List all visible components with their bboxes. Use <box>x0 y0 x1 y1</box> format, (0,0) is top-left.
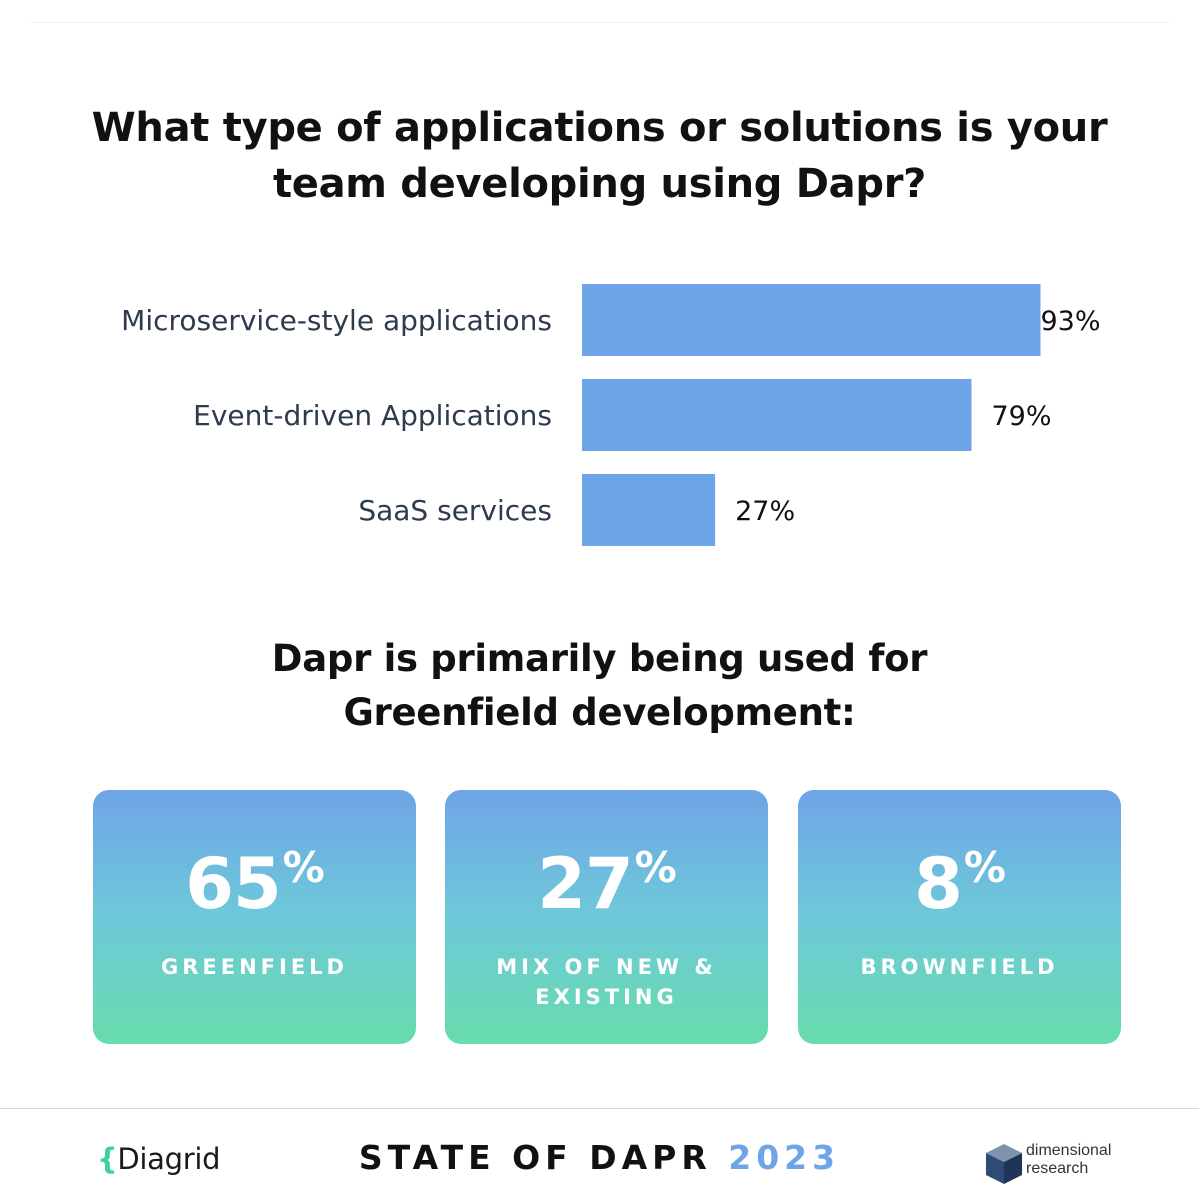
bar <box>582 474 716 546</box>
category-label: Microservice-style applications <box>121 304 552 337</box>
dr-line2: research <box>1026 1160 1089 1177</box>
stat-card-mix: 27% MIX OF NEW & EXISTING <box>445 790 768 1044</box>
footer-divider <box>0 1108 1199 1109</box>
stat-label: GREENFIELD <box>161 955 348 979</box>
chart-title-line2: team developing using Dapr? <box>272 161 927 207</box>
value-label: 79% <box>991 401 1051 432</box>
bar-chart: Microservice-style applications 93% Event-… <box>121 284 1101 546</box>
stat-value: 27% <box>445 842 768 936</box>
usage-heading-line1: Dapr is primarily being used for <box>271 637 928 680</box>
stat-value: 65% <box>93 842 416 936</box>
usage-heading-line2: Greenfield development: <box>343 691 856 734</box>
stat-percent-sign: % <box>282 843 325 892</box>
stat-value: 8% <box>798 842 1121 936</box>
dr-line1: dimensional <box>1026 1142 1112 1159</box>
stat-percent-sign: % <box>634 843 677 892</box>
dimensional-research-text: dimensional research <box>1026 1142 1111 1178</box>
stat-percent-sign: % <box>963 843 1006 892</box>
stat-number: 8 <box>914 843 963 925</box>
usage-heading: Dapr is primarily being used for Greenfi… <box>0 632 1199 740</box>
top-divider <box>30 22 1170 23</box>
value-label: 27% <box>735 496 795 527</box>
stat-number: 27 <box>537 843 633 925</box>
stat-card-greenfield: 65% GREENFIELD <box>93 790 416 1044</box>
diagrid-logo-text: Diagrid <box>117 1142 221 1176</box>
dimensional-research-logo: dimensional research <box>984 1142 1124 1188</box>
bar <box>582 379 972 451</box>
category-label: Event-driven Applications <box>193 399 552 432</box>
diagrid-logo: {Diagrid <box>97 1142 221 1176</box>
chart-title: What type of applications or solutions i… <box>0 100 1199 212</box>
diagrid-logo-brace: { <box>97 1142 118 1176</box>
cube-icon <box>986 1144 1022 1184</box>
footer-title-text: STATE OF DAPR <box>358 1138 712 1177</box>
chart-title-line1: What type of applications or solutions i… <box>91 105 1108 151</box>
value-label: 93% <box>1040 306 1100 337</box>
bar <box>582 284 1041 356</box>
stat-card-brownfield: 8% BROWNFIELD <box>798 790 1121 1044</box>
stat-label: MIX OF NEW & EXISTING <box>496 955 717 1009</box>
footer-title: STATE OF DAPR 2023 <box>0 1138 1199 1177</box>
footer-year: 2023 <box>728 1138 841 1177</box>
stat-label: BROWNFIELD <box>860 955 1059 979</box>
stat-number: 65 <box>185 843 281 925</box>
category-label: SaaS services <box>358 494 552 527</box>
